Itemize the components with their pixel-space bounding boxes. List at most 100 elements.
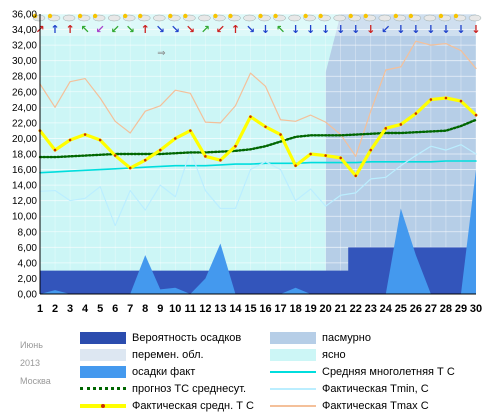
wind-arrow-icon: ↙ (96, 23, 105, 36)
day-icon-group: ↓ (453, 13, 467, 36)
legend-swatch-tmin (270, 383, 316, 395)
weather-icon-strip: ↗ ↑ ↑ ↖ ↙ ↙ ↘ ↑ ↘ ↘ ↘ ↗ ↙ ↑ ↘ ↓ ↖ ↓ ↓ ↓ ↓ ↓ ↓ ↙ ↓ ↓ ↓ ↓ ↓ ↓⇒ (32, 13, 482, 59)
wind-arrow-icon: ↓ (396, 23, 405, 36)
point-actual-mean (414, 112, 418, 115)
y-tick-label: 12,00 (12, 196, 37, 207)
point-actual-mean (459, 99, 463, 103)
legend-item-tmax: Фактическая Tmax C (270, 398, 429, 414)
legend-swatch-precip-fact (80, 366, 126, 378)
sun-icon (47, 13, 53, 19)
legend-swatch-forecast-mean (80, 383, 126, 395)
point-actual-mean (474, 113, 478, 117)
precipitation-areas (40, 169, 476, 294)
sun-icon (138, 13, 143, 19)
x-tick-label: 22 (350, 303, 362, 315)
point-actual-mean (339, 156, 342, 160)
day-icon-group: ↓ (333, 14, 346, 36)
y-tick-label: 4,00 (18, 258, 38, 269)
wind-arrow-icon: ↖ (276, 23, 285, 36)
y-tick-label: 16,00 (12, 165, 37, 176)
wind-arrow-icon: ↓ (411, 23, 420, 36)
x-tick-label: 7 (127, 303, 133, 315)
wind-arrow-icon: ↑ (231, 23, 240, 36)
legend-label-actual-mean: Фактическая средн. Т С (132, 400, 254, 412)
sun-icon (408, 13, 414, 19)
wind-arrow-icon: ↓ (456, 23, 465, 36)
y-tick-label: 22,00 (12, 118, 37, 129)
x-tick-label: 26 (410, 303, 422, 315)
y-tick-label: 30,00 (12, 56, 37, 67)
wind-arrow-icon: ↓ (366, 23, 375, 36)
line-actual-mean (38, 96, 478, 178)
day-icon-group: ↗ (198, 14, 211, 36)
y-tick-label: 34,00 (12, 25, 37, 36)
y-axis: 0,00 2,00 4,00 6,00 8,00 10,00 12,00 14,00 16,00… (12, 10, 41, 301)
day-icon-group: ↓ (318, 13, 331, 36)
day-icon-group: ↘ (243, 14, 256, 36)
day-icon-group: ↓ (288, 14, 301, 36)
wind-arrow-icon: ↑ (141, 23, 150, 36)
wind-arrow-icon: ↙ (111, 23, 120, 36)
wind-arrow-icon: ↓ (441, 23, 450, 36)
legend-item-long-term-mean: Средняя многолетняя Т С (270, 364, 455, 380)
wind-arrow-icon: ↖ (80, 23, 89, 36)
sun-icon (348, 13, 353, 19)
x-tick-label: 27 (425, 303, 437, 315)
wind-arrow-icon: ↓ (471, 23, 480, 36)
x-axis: 1 2 3 4 5 6 7 8 9 10 11 12 13 14 15 16 17 18 19 20 21 22 23 24 2… (37, 293, 482, 315)
wind-arrow-icon: ↘ (126, 23, 135, 36)
wind-arrow-icon: ↙ (381, 23, 390, 36)
point-actual-mean (219, 158, 222, 162)
legend-label-variable-clouds: перемен. обл. (132, 349, 204, 361)
point-actual-mean (249, 115, 252, 118)
wind-arrow-icon: ↓ (306, 23, 315, 36)
x-tick-label: 28 (440, 303, 452, 315)
note-year: 2013 (20, 358, 41, 368)
day-icon-group: ↑ (62, 14, 76, 36)
legend-label-forecast-mean: прогноз ТС среднесут. (132, 383, 247, 395)
day-icon-group: ↙ (107, 14, 121, 36)
y-tick-label: 8,00 (18, 227, 38, 238)
sun-icon (123, 13, 128, 19)
legend-label-overcast: пасмурно (322, 332, 371, 344)
wind-arrow-icon: ↓ (291, 23, 300, 36)
sun-icon (303, 13, 308, 19)
legend-item-clear: ясно (270, 347, 346, 363)
point-actual-mean (324, 154, 327, 157)
sun-icon (168, 13, 173, 19)
point-actual-mean (444, 96, 448, 100)
y-tick-label: 24,00 (12, 103, 37, 114)
legend-item-tmin: Фактическая Tmin, C (270, 381, 429, 397)
x-tick-label: 30 (470, 303, 482, 315)
point-actual-mean (113, 154, 117, 157)
legend-item-actual-mean: Фактическая средн. Т С (80, 398, 254, 414)
sun-icon (453, 13, 459, 19)
day-icon-group: ↑ (47, 13, 61, 36)
x-tick-label: 11 (185, 303, 197, 315)
sun-icon (213, 13, 218, 19)
line-long-term-mean (39, 160, 477, 174)
point-actual-mean (98, 138, 102, 142)
day-icon-group: ↓ (468, 14, 482, 36)
x-tick-label: 13 (214, 303, 226, 315)
day-icon-group: ↙ (378, 14, 392, 36)
temperature-lines (38, 40, 478, 227)
cloud-icon (107, 14, 121, 22)
sun-icon (273, 13, 278, 19)
sun-icon (363, 13, 368, 19)
wind-arrow-icon: ↓ (261, 23, 270, 36)
point-actual-mean (234, 144, 237, 148)
point-actual-mean (204, 155, 207, 158)
x-tick-label: 29 (455, 303, 467, 315)
wind-arrow-icon: ↑ (50, 23, 59, 36)
legend-swatch-variable-clouds (80, 349, 126, 361)
legend-item-precip-probability: Вероятность осадков (80, 330, 241, 346)
day-icon-group: ↓ (423, 14, 437, 36)
sun-icon (183, 13, 188, 19)
y-tick-label: 18,00 (12, 150, 37, 161)
legend-item-variable-clouds: перемен. обл. (80, 347, 204, 363)
day-icon-group: ↓ (258, 13, 271, 36)
legend-label-clear: ясно (322, 349, 346, 361)
legend-swatch-precip-probability (80, 332, 126, 344)
x-tick-label: 21 (335, 303, 347, 315)
